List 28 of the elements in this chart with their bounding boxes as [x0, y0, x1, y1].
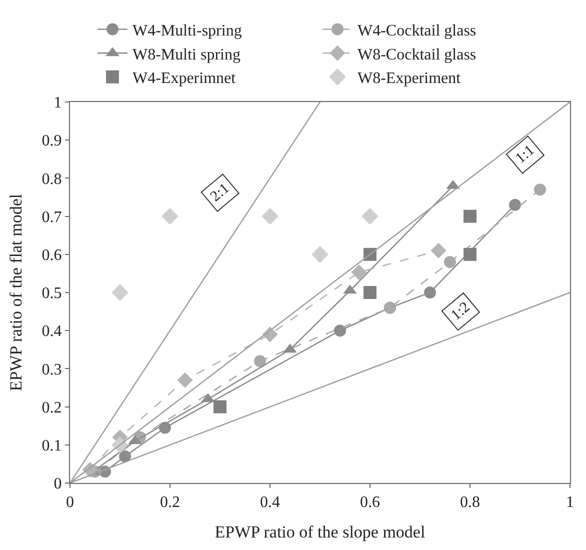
- y-tick-label: 0.7: [42, 208, 62, 226]
- x-tick-label: 0.2: [160, 494, 180, 512]
- y-tick-label: 0.6: [42, 247, 62, 264]
- x-tick-label: 0.6: [360, 494, 380, 512]
- x-tick-label: 0.4: [260, 494, 280, 512]
- y-tick-label: 0.3: [42, 361, 62, 378]
- annotation: 1:1: [512, 142, 538, 167]
- legend-label: W8-Cocktail glass: [358, 46, 476, 64]
- y-tick-label: 0.1: [42, 438, 62, 454]
- legend-label: W8-Multi spring: [132, 46, 240, 64]
- y-tick-label: 0.4: [42, 323, 62, 340]
- x-tick-label: 0: [66, 494, 74, 512]
- x-tick-label: 0.8: [460, 494, 480, 512]
- y-tick-label: 0.2: [42, 399, 62, 416]
- x-tick-label: 1: [566, 494, 574, 512]
- annotation: 2:1: [208, 180, 233, 206]
- y-tick-label: 0.9: [42, 132, 62, 150]
- annotation: 1:2: [448, 299, 474, 324]
- x-axis-title: EPWP ratio of the slope model: [214, 522, 426, 542]
- legend-label: W4-Cocktail glass: [358, 22, 476, 40]
- y-tick-label: 0: [54, 476, 62, 493]
- legend-label: W8-Experiment: [358, 70, 462, 88]
- y-tick-label: 0.5: [42, 285, 62, 302]
- y-tick-label: 0.8: [42, 170, 62, 188]
- legend-label: W4-Experimnet: [132, 70, 236, 88]
- legend-label: W4-Multi-spring: [132, 22, 242, 40]
- y-tick-label: 1: [54, 94, 62, 112]
- y-axis-title: EPWP ratio of the flat model: [6, 194, 26, 392]
